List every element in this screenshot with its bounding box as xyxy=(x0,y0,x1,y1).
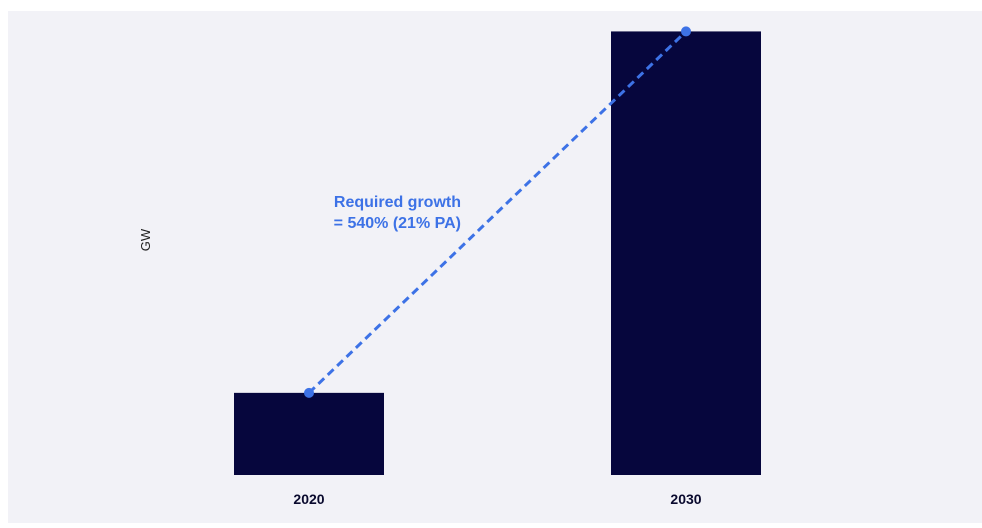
growth-trend-line xyxy=(307,30,688,394)
trend-end-point xyxy=(681,26,691,37)
annotation-line-1: Required growth xyxy=(334,194,461,211)
x-tick-label-2030: 2030 xyxy=(670,491,701,507)
bar-2030 xyxy=(611,31,761,476)
trend-start-point xyxy=(304,387,314,398)
bars-group xyxy=(234,31,761,476)
y-axis-label: GW xyxy=(138,228,153,251)
x-tick-labels: 2020 2030 xyxy=(293,491,701,507)
chart-panel xyxy=(8,11,982,523)
bar-2020 xyxy=(234,392,384,475)
x-tick-label-2020: 2020 xyxy=(293,491,324,507)
annotation-line-2: = 540% (21% PA) xyxy=(334,215,461,232)
